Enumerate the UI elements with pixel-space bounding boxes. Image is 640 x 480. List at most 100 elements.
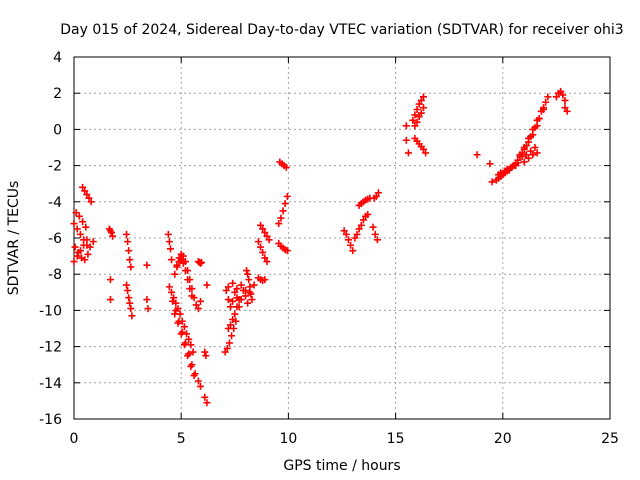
series-arc-96 [275, 192, 291, 228]
x-tick-label: 10 [279, 431, 297, 447]
data-point-marker [123, 281, 131, 289]
data-point-marker [192, 301, 200, 309]
data-point-marker [74, 248, 82, 256]
data-point-marker [488, 178, 496, 186]
data-point-marker [166, 245, 174, 253]
data-point-marker [228, 332, 236, 340]
data-point-marker [85, 194, 93, 202]
data-point-marker [186, 285, 194, 293]
series-iso-17a [106, 276, 114, 284]
data-point-marker [177, 256, 185, 264]
data-point-marker [188, 292, 196, 300]
data-point-marker [279, 207, 287, 215]
data-point-marker [190, 372, 198, 380]
data-point-marker [355, 225, 363, 233]
data-point-marker [79, 218, 87, 226]
data-point-marker [529, 151, 537, 159]
series-arc-87 [257, 221, 273, 244]
data-point-marker [229, 297, 237, 305]
series-arc-25-b [123, 281, 136, 320]
x-tick-label: 20 [494, 431, 512, 447]
data-point-marker [522, 151, 530, 159]
data-point-marker [70, 220, 78, 228]
data-point-marker [198, 258, 206, 266]
series-iso-34b [143, 296, 152, 313]
data-point-marker [165, 238, 173, 246]
data-point-marker [127, 305, 135, 313]
x-axis-label: GPS time / hours [283, 458, 400, 474]
data-point-marker [347, 241, 355, 249]
y-tick-label: -16 [39, 412, 62, 428]
data-point-marker [535, 115, 543, 123]
data-point-marker [404, 149, 412, 157]
grid-lines [74, 57, 610, 419]
data-point-marker [125, 247, 133, 255]
data-point-marker [245, 276, 253, 284]
data-point-marker [189, 348, 197, 356]
data-point-marker [351, 234, 359, 242]
data-point-marker [229, 315, 237, 323]
data-point-marker [422, 149, 430, 157]
data-point-marker [108, 229, 116, 237]
data-point-marker [202, 352, 210, 360]
data-point-marker [164, 230, 172, 238]
series-rise-209 [518, 93, 552, 161]
series-arc-17 [105, 225, 117, 240]
data-point-marker [542, 98, 550, 106]
data-point-marker [559, 91, 567, 99]
data-point-marker [203, 399, 211, 407]
data-point-marker [353, 230, 361, 238]
data-point-marker [231, 288, 239, 296]
data-point-marker [283, 247, 291, 255]
data-point-marker [125, 294, 133, 302]
series-iso-155a [402, 122, 410, 130]
data-point-marker [259, 225, 267, 233]
data-point-marker [179, 252, 187, 260]
data-point-marker [168, 288, 176, 296]
data-point-marker [225, 339, 233, 347]
series-iso-17b [106, 296, 114, 304]
data-point-marker [533, 149, 541, 157]
data-point-marker [409, 116, 417, 124]
data-point-marker [561, 104, 569, 112]
y-tick-label: -6 [48, 231, 62, 247]
y-axis-label: SDTVAR / TECUs [6, 181, 22, 296]
data-point-marker [411, 111, 419, 119]
data-point-marker [73, 252, 81, 260]
series-hump-47 [171, 256, 196, 300]
data-point-marker [124, 238, 132, 246]
data-point-marker [364, 210, 372, 218]
data-point-marker [514, 156, 522, 164]
y-tick-label: -2 [48, 159, 62, 175]
data-point-marker [473, 151, 481, 159]
data-point-marker [263, 258, 271, 266]
data-point-marker [540, 104, 548, 112]
data-point-marker [344, 236, 352, 244]
data-point-marker [75, 212, 83, 220]
data-point-marker [168, 256, 176, 264]
data-point-marker [340, 227, 348, 235]
data-point-marker [419, 93, 427, 101]
data-point-marker [373, 236, 381, 244]
y-tick-label: -10 [39, 303, 62, 319]
data-point-marker [173, 263, 181, 271]
data-point-marker [233, 285, 241, 293]
data-point-marker [357, 221, 365, 229]
data-point-marker [227, 303, 235, 311]
data-point-marker [415, 113, 423, 121]
data-point-marker [126, 299, 134, 307]
data-point-marker [184, 352, 192, 360]
data-point-marker [72, 209, 80, 217]
data-point-marker [525, 154, 533, 162]
x-tick-label: 5 [177, 431, 186, 447]
series-arc-96b [275, 239, 291, 255]
data-point-marker [342, 230, 350, 238]
data-point-marker [527, 147, 535, 155]
x-tick-label: 25 [601, 431, 619, 447]
series-arc-81 [243, 267, 256, 304]
series-iso-62 [203, 281, 211, 289]
data-point-marker [402, 136, 410, 144]
data-point-marker [185, 335, 193, 343]
series-arc-00-c [71, 243, 92, 264]
data-point-marker [372, 192, 380, 200]
